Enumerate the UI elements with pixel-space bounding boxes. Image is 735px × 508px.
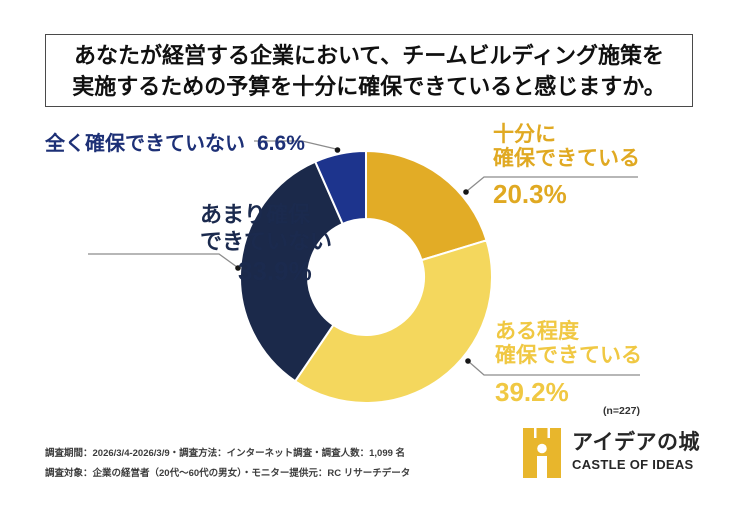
survey-details: 調査期間：2026/3/4-2026/3/9・調査方法：インターネット調査・調査… <box>45 444 410 483</box>
callout-somewhat: ある程度 確保できている <box>495 320 642 368</box>
leader-line-not-really <box>88 253 238 268</box>
callout-not-really: あまり確保 できていない <box>200 201 332 255</box>
leader-dot-fully <box>463 189 469 195</box>
donut-segment-fully <box>365 150 488 262</box>
leader-line-fully <box>466 176 638 192</box>
leader-dots <box>235 147 471 364</box>
logo-name: アイデアの城 <box>572 431 700 454</box>
donut-segment-not-really <box>239 160 344 383</box>
callout-somewhat-line2: 確保できている <box>495 344 642 367</box>
leader-line-none <box>254 140 337 150</box>
donut-slices <box>239 150 494 404</box>
leader-line-somewhat <box>467 360 640 376</box>
callout-somewhat-line1: ある程度 <box>495 320 579 343</box>
callout-not-really-pct: 33.9% <box>238 256 312 286</box>
survey-details-line2: 調査対象：企業の経営者（20代～60代の男女）・モニター提供元：RC リサーチデ… <box>45 467 411 479</box>
sample-size-label: (n=227) <box>602 405 640 417</box>
survey-details-line1: 調査期間：2026/3/4-2026/3/9・調査方法：インターネット調査・調査… <box>45 448 406 459</box>
leader-dot-somewhat <box>465 358 471 364</box>
logo-text: アイデアの城 CASTLE OF IDEAS <box>572 431 700 472</box>
title-box: あなたが経営する企業において、チームビルディング施策を 実施するための予算を十分… <box>45 34 693 107</box>
leader-lines <box>88 140 640 376</box>
leader-dot-none <box>334 147 341 153</box>
callout-none-pct: 6.6% <box>257 132 305 155</box>
callout-not-really-line2: できていない <box>200 229 333 254</box>
callout-fully-line2: 確保できている <box>493 147 640 170</box>
donut-segment-somewhat <box>294 239 494 404</box>
leader-dot-not-really <box>235 265 241 271</box>
callout-not-really-line1: あまり確保 <box>200 202 311 227</box>
callout-somewhat-pct: 39.2% <box>495 377 569 407</box>
logo-subtitle: CASTLE OF IDEAS <box>572 457 694 472</box>
donut-segment-none <box>314 150 367 225</box>
callout-none: 全く確保できていない 6.6% <box>45 127 305 156</box>
callout-fully-pct: 20.3% <box>493 179 567 209</box>
title-line-2: 実施するための予算を十分に確保できていると感じますか。 <box>72 73 666 99</box>
callout-none-label: 全く確保できていない <box>45 133 245 155</box>
callout-fully-line1: 十分に <box>493 123 556 146</box>
castle-icon <box>523 428 561 478</box>
title-line-1: あなたが経営する企業において、チームビルディング施策を <box>73 42 665 68</box>
callout-fully: 十分に 確保できている <box>493 123 640 171</box>
